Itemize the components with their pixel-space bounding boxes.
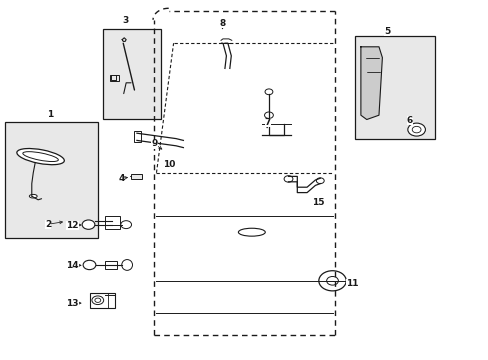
Circle shape	[121, 221, 131, 229]
Circle shape	[318, 271, 346, 291]
Circle shape	[411, 126, 420, 133]
Circle shape	[326, 276, 338, 285]
Circle shape	[264, 89, 272, 95]
Text: 5: 5	[384, 27, 389, 36]
Text: 13: 13	[66, 299, 79, 307]
Text: 8: 8	[219, 19, 225, 28]
Text: 2: 2	[45, 220, 51, 229]
Circle shape	[95, 298, 101, 302]
Text: 1: 1	[47, 109, 53, 118]
Text: 14: 14	[66, 261, 79, 270]
Ellipse shape	[122, 260, 132, 270]
Text: 12: 12	[66, 220, 79, 230]
Polygon shape	[360, 47, 382, 120]
Bar	[102, 29, 161, 119]
Bar	[105, 261, 117, 269]
Circle shape	[264, 112, 273, 118]
Circle shape	[83, 260, 96, 270]
Circle shape	[407, 123, 425, 136]
Bar	[90, 293, 115, 308]
Text: 7: 7	[264, 118, 271, 127]
Ellipse shape	[29, 194, 37, 198]
Text: 4: 4	[118, 174, 124, 183]
Text: 6: 6	[406, 116, 412, 125]
Bar	[105, 216, 120, 229]
Text: 3: 3	[122, 16, 128, 25]
Bar	[5, 122, 98, 238]
Bar	[110, 75, 119, 81]
Text: 11: 11	[345, 279, 358, 288]
Bar	[354, 36, 434, 139]
Circle shape	[316, 178, 324, 184]
Circle shape	[92, 296, 103, 305]
Bar	[131, 174, 142, 179]
Text: 9: 9	[151, 139, 158, 148]
Circle shape	[82, 220, 95, 229]
Circle shape	[284, 176, 292, 182]
Ellipse shape	[17, 149, 64, 165]
Ellipse shape	[238, 228, 265, 236]
Text: 10: 10	[163, 160, 175, 169]
Text: 15: 15	[311, 198, 324, 207]
Ellipse shape	[23, 152, 58, 162]
Bar	[134, 131, 141, 142]
